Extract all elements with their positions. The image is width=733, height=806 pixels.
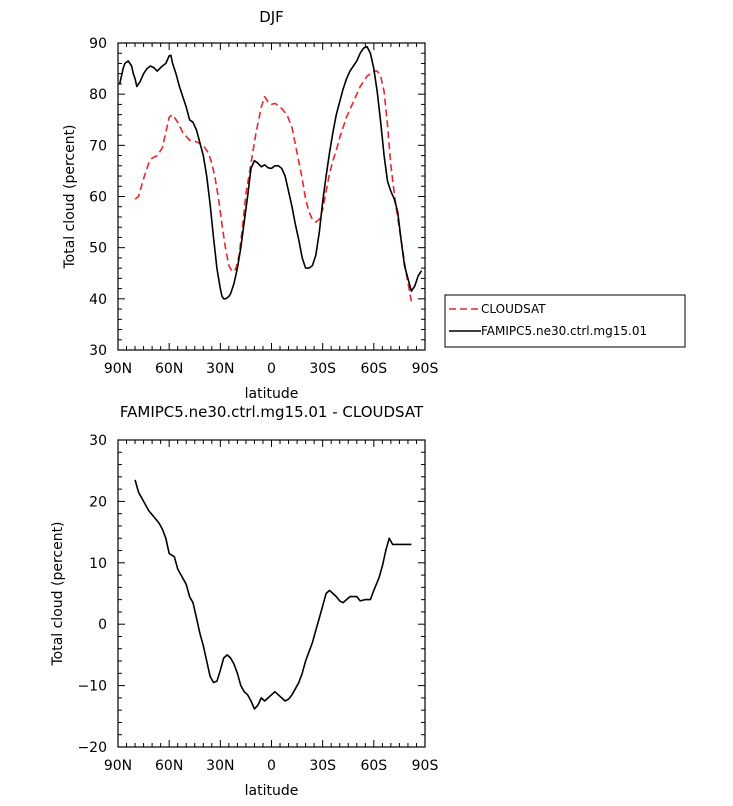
- bottom-x-tick-label: 30S: [309, 758, 336, 774]
- bottom-y-tick-label: 20: [89, 494, 107, 510]
- bottom-chart-title: FAMIPC5.ne30.ctrl.mg15.01 - CLOUDSAT: [120, 403, 424, 421]
- top-x-tick-label: 90N: [104, 361, 132, 377]
- legend-box: [444, 294, 686, 348]
- bottom-y-tick-label: −10: [77, 679, 107, 695]
- bottom-y-tick-label: −20: [77, 740, 107, 756]
- top-y-tick-label: 50: [89, 241, 107, 257]
- bottom-y-tick-label: 0: [98, 617, 107, 633]
- top-x-tick-label: 0: [267, 361, 276, 377]
- bottom-x-tick-label: 60S: [360, 758, 387, 774]
- top-y-tick-label: 80: [89, 87, 107, 103]
- top-x-tick-label: 60N: [155, 361, 183, 377]
- top-plot-frame: [117, 42, 426, 351]
- legend-label: FAMIPC5.ne30.ctrl.mg15.01: [481, 324, 647, 338]
- top-x-tick-label: 90S: [412, 361, 439, 377]
- top-x-tick-label: 30N: [206, 361, 234, 377]
- bottom-plot-frame: [117, 439, 426, 748]
- bottom-y-tick-label: 30: [89, 433, 107, 449]
- top-y-tick-label: 60: [89, 190, 107, 206]
- top-panel: DJF 90N 60N 30N 0 30S 60S 90S 30 40 50 60 70 80 90 lati…: [62, 8, 686, 402]
- top-x-axis-label: latitude: [245, 386, 299, 402]
- top-chart-title: DJF: [259, 8, 284, 26]
- bottom-x-tick-label: 0: [267, 758, 276, 774]
- top-y-tick-label: 30: [89, 343, 107, 359]
- bottom-x-tick-label: 30N: [206, 758, 234, 774]
- bottom-y-axis-label: Total cloud (percent): [50, 521, 66, 666]
- bottom-series-line-difference: [134, 479, 412, 710]
- bottom-y-tick-label: 10: [89, 556, 107, 572]
- top-x-tick-label: 30S: [309, 361, 336, 377]
- top-series-line-famipc5-ne30-ctrl-mg15-01: [118, 45, 423, 300]
- bottom-x-tick-label: 90S: [412, 758, 439, 774]
- top-y-tick-label: 70: [89, 138, 107, 154]
- top-series-line-cloudsat: [134, 70, 413, 302]
- legend-label: CLOUDSAT: [481, 302, 546, 316]
- bottom-panel: FAMIPC5.ne30.ctrl.mg15.01 - CLOUDSAT 90N 6…: [50, 403, 438, 799]
- top-y-tick-label: 40: [89, 292, 107, 308]
- top-y-tick-label: 90: [89, 36, 107, 52]
- top-y-axis-label: Total cloud (percent): [62, 124, 78, 269]
- bottom-x-tick-label: 90N: [104, 758, 132, 774]
- top-x-tick-label: 60S: [360, 361, 387, 377]
- bottom-x-axis-label: latitude: [245, 783, 299, 799]
- bottom-x-tick-label: 60N: [155, 758, 183, 774]
